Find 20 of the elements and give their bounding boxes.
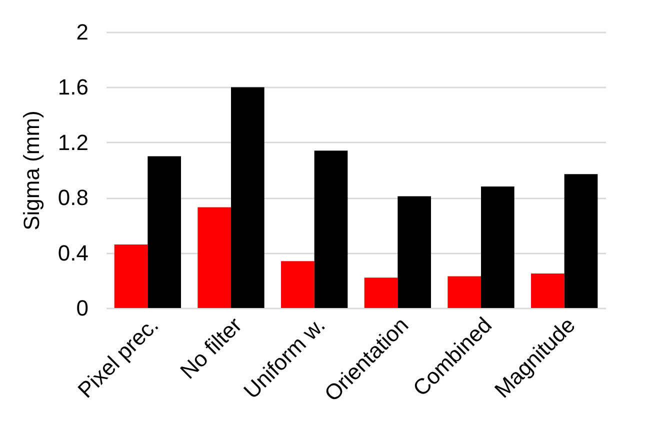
y-tick-label: 1.6 xyxy=(58,74,88,100)
bar xyxy=(448,276,481,308)
x-tick-label: No filter xyxy=(175,312,247,384)
bar xyxy=(531,274,564,308)
bar xyxy=(564,174,598,308)
y-tick-label: 0.4 xyxy=(58,240,88,266)
y-tick-label: 2 xyxy=(76,20,88,44)
bar xyxy=(198,207,231,308)
bar xyxy=(398,196,431,308)
bar xyxy=(281,261,314,308)
bar xyxy=(481,186,514,308)
y-tick-label: 0 xyxy=(76,296,88,320)
bar xyxy=(314,150,348,308)
y-axis-title: Sigma (mm) xyxy=(18,110,44,230)
y-tick-label: 0.8 xyxy=(58,185,88,210)
bar xyxy=(148,156,181,308)
bar xyxy=(364,278,398,308)
bar xyxy=(114,244,148,308)
y-tick-label: 1.2 xyxy=(58,130,88,155)
bar xyxy=(231,87,264,308)
